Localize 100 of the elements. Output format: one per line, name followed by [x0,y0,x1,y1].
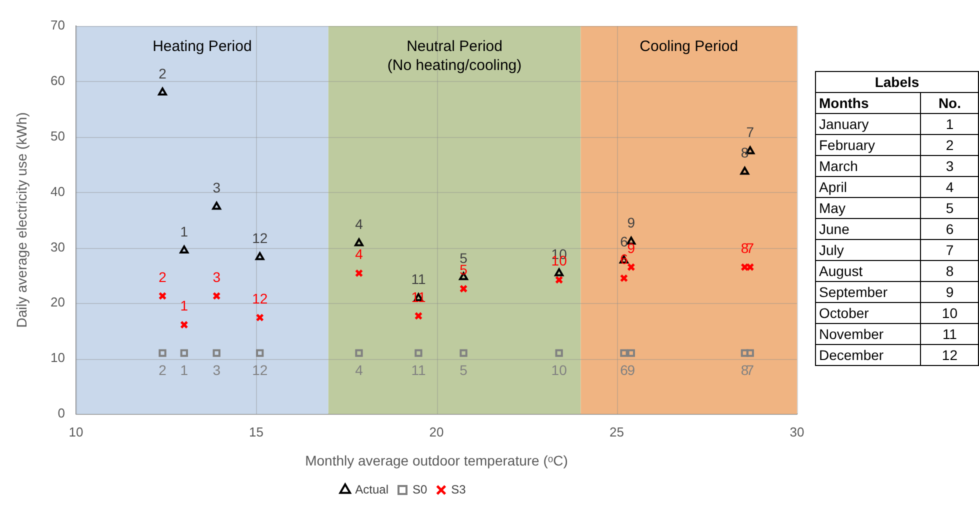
x-tick-label: 30 [790,424,804,440]
annotation: 12 [252,362,268,378]
annotation: 4 [355,246,364,262]
annotation: 9 [627,362,636,378]
text: No. [920,92,978,114]
legend-label: Actual [355,482,389,496]
point [354,238,364,246]
annotation: 3 [212,268,221,285]
text: November [816,324,921,344]
text: 11 [920,324,978,344]
y-tick-label: 60 [50,73,65,88]
point [554,268,564,276]
point [158,88,167,96]
annotation: 6 [620,233,628,250]
text: 2 [920,134,978,156]
y-tick-label: 10 [50,350,65,366]
text: 3 [920,156,978,176]
text: February [816,134,921,156]
annotation: 8 [740,144,749,161]
text: 6 [920,218,978,240]
annotation: 9 [627,214,636,230]
text: 8 [920,260,978,282]
text: June [816,218,921,240]
text: March [816,156,921,176]
text: 10 [920,302,978,324]
y-tick-label: 20 [50,294,65,310]
text: 9 [920,282,978,302]
annotation: 4 [355,216,364,232]
legend-label: S0 [412,482,428,496]
annotation: 2 [158,362,167,378]
point [740,349,749,357]
annotation: 1 [180,362,188,378]
annotation: 2 [158,268,167,285]
x-tick-label: 10 [68,424,84,440]
text: 1 [920,114,978,134]
y-tick-label: 30 [50,239,65,254]
point [459,284,468,293]
annotation: 7 [746,124,754,140]
annotation: 3 [212,180,221,196]
point [414,349,422,357]
point [212,202,222,210]
annotation: 7 [746,362,754,378]
text: January [816,114,921,134]
x-tick-label: 15 [249,424,264,440]
y-tick-label: 70 [50,18,65,33]
annotation: 4 [355,362,364,378]
annotation: 2 [158,65,167,82]
point [627,349,635,357]
text: September [816,282,921,302]
text: Months [816,92,921,114]
point [355,349,363,357]
annotation: 12 [252,230,268,246]
point [354,269,364,278]
text: 4 [920,176,978,198]
text: May [816,198,921,218]
y-tick-label: 40 [50,184,65,199]
point [212,349,220,357]
text: August [816,260,921,282]
point [158,349,166,357]
point [746,349,754,357]
annotation: 12 [252,290,268,306]
y-axis-title: Daily average electricity use (kWh) [13,112,30,328]
point [256,349,264,357]
annotation: 11 [411,271,426,288]
point [620,349,628,357]
text: 7 [920,240,978,260]
text: October [816,302,921,324]
annotation: 3 [212,362,221,378]
annotation: 10 [551,362,568,378]
band-label: Neutral Period (No heating/cooling) [387,38,522,74]
annotation: 1 [180,223,188,240]
y-tick-label: 0 [58,406,65,421]
annotation: 8 [740,240,749,256]
point [180,320,188,329]
point [460,349,468,357]
x-tick-label: 20 [429,424,444,440]
point [180,245,189,254]
text: July [816,240,921,260]
annotation: 6 [620,362,628,378]
annotation: 9 [627,240,636,256]
point [158,292,167,300]
annotation: 5 [460,362,468,378]
text: April [816,176,921,198]
legend-label: S3 [451,482,466,496]
band-label: Cooling Period [640,38,738,56]
point [255,252,264,260]
text: 12 [920,344,978,366]
text: Labels [816,72,978,92]
annotation: 1 [180,298,188,314]
x-tick-label: 25 [610,424,624,440]
point [740,166,750,175]
annotation: 8 [740,362,749,378]
annotation: 11 [411,362,426,378]
point [620,274,628,282]
band-label: Heating Period [152,38,252,56]
point [414,312,423,320]
point [256,313,264,322]
point [555,349,563,357]
point [180,349,188,357]
text: December [816,344,921,366]
